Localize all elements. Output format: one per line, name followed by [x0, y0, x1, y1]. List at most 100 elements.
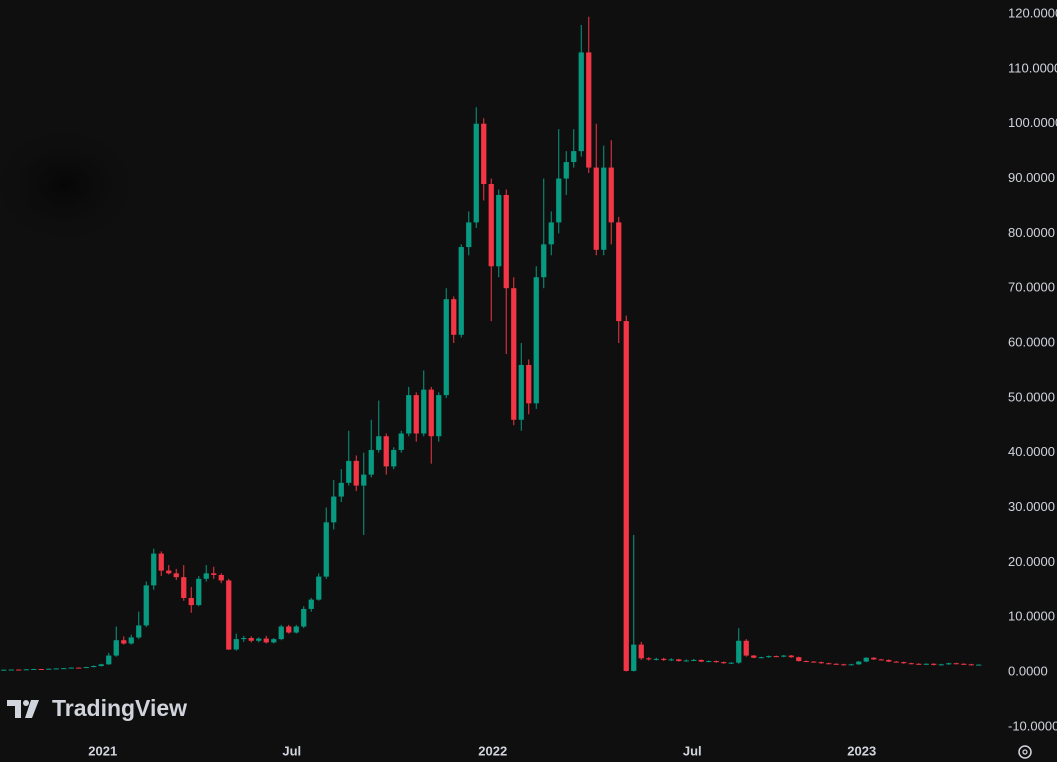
candle-body	[586, 52, 592, 168]
candle-body	[338, 482, 344, 497]
candle-body	[488, 184, 494, 267]
candle-body	[601, 167, 607, 250]
candle-body	[181, 577, 187, 598]
candle-body	[668, 659, 674, 661]
candle-body	[503, 194, 509, 289]
settings-icon[interactable]	[1022, 749, 1028, 755]
x-tick-label: 2021	[88, 743, 117, 758]
candle-body	[713, 661, 719, 663]
candle-body	[31, 668, 37, 670]
candle-body	[443, 299, 449, 396]
candle-body	[196, 578, 202, 606]
candle-body	[413, 395, 419, 434]
candle-body	[38, 668, 44, 670]
candle-body	[916, 663, 922, 665]
candle-body	[203, 573, 209, 579]
candle-body	[353, 460, 359, 486]
candle-body	[226, 580, 232, 650]
candle-body	[346, 460, 352, 483]
candle-body	[961, 663, 967, 665]
candle-body	[61, 668, 67, 670]
candle-body	[848, 664, 854, 666]
candle-body	[53, 668, 59, 670]
candle-body	[248, 638, 254, 641]
candle-body	[901, 662, 907, 664]
candle-body	[278, 626, 284, 640]
y-tick-label: 10.0000	[1008, 609, 1055, 624]
candle-body	[556, 178, 562, 223]
candle-body	[608, 167, 614, 223]
y-tick-label: 30.0000	[1008, 499, 1055, 514]
candle-body	[856, 661, 862, 665]
candle-body	[646, 658, 652, 660]
candle-body	[683, 660, 689, 662]
candle-body	[241, 638, 247, 640]
candle-body	[653, 658, 659, 660]
candle-body	[818, 662, 824, 664]
candle-body	[173, 573, 179, 578]
candle-body	[721, 662, 727, 664]
candle-body	[766, 656, 772, 658]
candle-body	[451, 299, 457, 335]
candle-body	[533, 277, 539, 404]
candle-body	[593, 167, 599, 250]
candle-body	[271, 639, 277, 643]
candle-body	[128, 637, 134, 644]
settings-button[interactable]	[1018, 745, 1032, 759]
candle-body	[136, 625, 142, 638]
y-tick-label: 20.0000	[1008, 554, 1055, 569]
candle-body	[946, 663, 952, 665]
candle-body	[676, 659, 682, 662]
candle-body	[331, 496, 337, 523]
y-tick-label: 110.0000	[1008, 60, 1057, 75]
candle-body	[841, 664, 847, 666]
candle-body	[421, 389, 427, 434]
candle-body	[398, 433, 404, 450]
candle-body	[361, 474, 367, 486]
candle-body	[691, 659, 697, 661]
candle-body	[473, 123, 479, 223]
candle-body	[376, 436, 382, 450]
plot-area	[1, 16, 982, 672]
candle-body	[113, 640, 119, 656]
candle-body	[218, 574, 224, 581]
candle-body	[518, 364, 524, 420]
x-tick-label: 2023	[847, 743, 876, 758]
candle-body	[788, 655, 794, 658]
candle-body	[91, 665, 97, 668]
candle-body	[428, 389, 434, 437]
candle-body	[496, 194, 502, 267]
candle-body	[106, 655, 112, 665]
settings-icon[interactable]	[1018, 745, 1032, 759]
candle-body	[121, 640, 127, 644]
candle-body	[406, 395, 412, 434]
candle-body	[578, 52, 584, 152]
candle-body	[16, 669, 22, 671]
candle-body	[826, 663, 832, 665]
candle-body	[863, 657, 869, 662]
candle-body	[46, 668, 52, 670]
candle-body	[908, 663, 914, 665]
candle-body	[736, 640, 742, 663]
candle-body	[286, 626, 292, 633]
candle-body	[638, 644, 644, 659]
candle-body	[143, 585, 149, 626]
candle-body	[98, 664, 104, 666]
candle-body	[743, 640, 749, 656]
y-tick-label: 50.0000	[1008, 389, 1055, 404]
y-tick-label: 40.0000	[1008, 444, 1055, 459]
y-tick-label: 90.0000	[1008, 170, 1055, 185]
candle-body	[563, 162, 569, 179]
candle-body	[436, 395, 442, 437]
candle-body	[211, 573, 217, 575]
candle-body	[623, 321, 629, 671]
candle-body	[661, 658, 667, 660]
candle-body	[616, 222, 622, 322]
candle-body	[263, 638, 269, 643]
candle-body	[151, 553, 157, 586]
candle-body	[481, 123, 487, 185]
candle-body	[323, 522, 329, 577]
candle-body	[923, 663, 929, 665]
candle-body	[158, 553, 164, 571]
candle-body	[301, 608, 307, 627]
